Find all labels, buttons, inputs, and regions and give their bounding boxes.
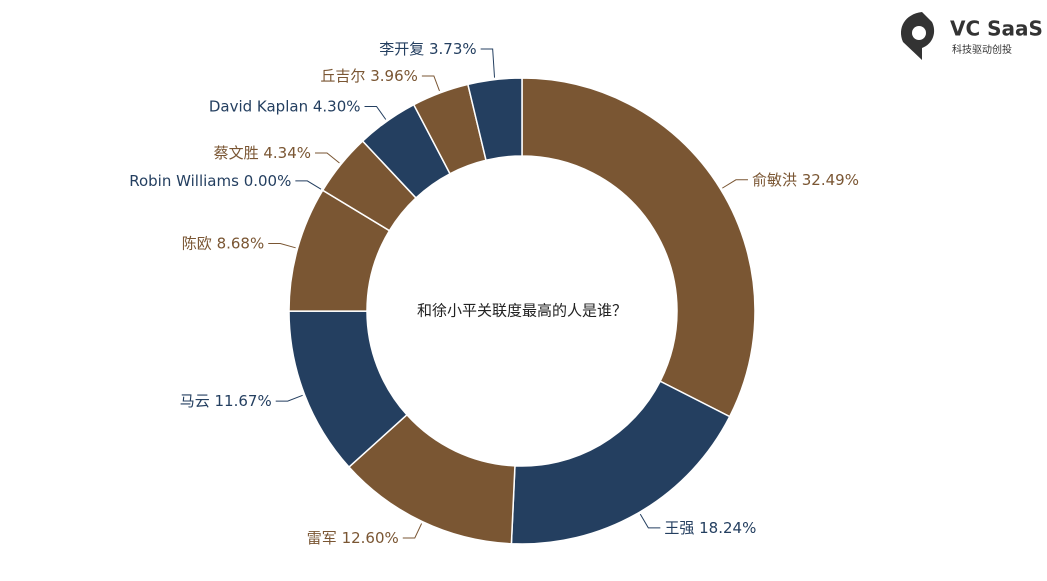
label-name: 李开复 bbox=[379, 39, 424, 57]
label-value: 32.49% bbox=[802, 170, 859, 188]
logo-name: VC SaaS bbox=[950, 17, 1043, 41]
chart-title: 和徐小平关联度最高的人是谁？ bbox=[417, 302, 627, 320]
label-value: 8.68% bbox=[217, 234, 265, 252]
label-name: 蔡文胜 bbox=[214, 143, 259, 161]
leader-line bbox=[295, 180, 322, 190]
leader-line bbox=[268, 243, 296, 249]
data-label: 王强 18.24% bbox=[664, 518, 756, 536]
label-name: 王强 bbox=[664, 518, 694, 536]
label-value: 4.34% bbox=[263, 143, 311, 161]
data-label: David Kaplan 4.30% bbox=[209, 97, 361, 115]
leader-line bbox=[315, 152, 340, 164]
slice bbox=[521, 77, 756, 418]
logo-icon-hole bbox=[912, 26, 926, 40]
label-value: 18.24% bbox=[699, 518, 756, 536]
label-value: 3.96% bbox=[370, 66, 418, 84]
label-name: 陈欧 bbox=[182, 234, 212, 252]
leader-line bbox=[275, 394, 303, 402]
leader-line bbox=[639, 513, 661, 529]
label-value: 4.30% bbox=[313, 97, 361, 115]
label-name: 俞敏洪 bbox=[752, 170, 797, 188]
logo: VC SaaS 科技驱动创投 bbox=[901, 12, 1043, 60]
data-label: Robin Williams 0.00% bbox=[129, 171, 291, 189]
label-name: 雷军 bbox=[307, 528, 337, 546]
slice bbox=[466, 77, 523, 162]
data-label: 丘吉尔 3.96% bbox=[320, 66, 417, 84]
data-label: 马云 11.67% bbox=[180, 392, 272, 410]
label-name: 丘吉尔 bbox=[320, 66, 365, 84]
data-label: 雷军 12.60% bbox=[307, 528, 399, 546]
data-label: 李开复 3.73% bbox=[379, 39, 476, 57]
leader-line bbox=[480, 48, 496, 78]
leader-line bbox=[402, 523, 423, 539]
logo-tagline: 科技驱动创投 bbox=[952, 43, 1012, 56]
label-name: 马云 bbox=[180, 392, 210, 410]
label-value: 0.00% bbox=[244, 171, 292, 189]
label-name: Robin Williams bbox=[129, 171, 239, 189]
label-value: 11.67% bbox=[215, 392, 272, 410]
label-value: 3.73% bbox=[429, 39, 477, 57]
leader-line bbox=[364, 105, 387, 120]
data-label: 俞敏洪 32.49% bbox=[752, 170, 859, 188]
leader-line bbox=[722, 179, 748, 189]
label-name: David Kaplan bbox=[209, 97, 308, 115]
data-label: 陈欧 8.68% bbox=[182, 234, 264, 252]
leader-line bbox=[421, 75, 440, 92]
label-value: 12.60% bbox=[342, 528, 399, 546]
data-label: 蔡文胜 4.34% bbox=[214, 143, 311, 161]
